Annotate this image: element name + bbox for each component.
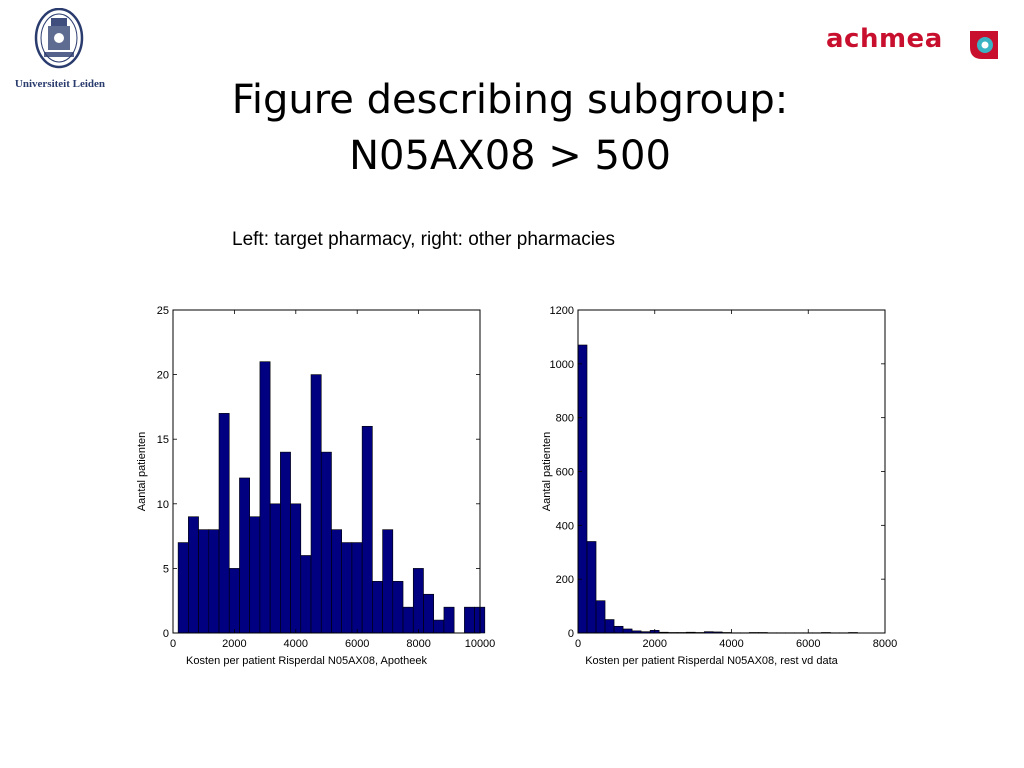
left-chart-bar [351, 542, 363, 634]
left-chart-bar [290, 503, 302, 634]
left-chart-bar [392, 581, 404, 634]
left-chart-bar [412, 568, 424, 634]
left-chart-bar [208, 529, 220, 634]
left-chart-bar [218, 413, 230, 634]
right-chart-x-tick-label: 4000 [719, 638, 743, 650]
achmea-logo-text: achmea [826, 24, 943, 54]
right-chart-x-tick-label: 2000 [643, 638, 667, 650]
left-chart-y-tick-label: 20 [157, 370, 169, 382]
right-chart-x-tick-label: 8000 [873, 638, 897, 650]
right-chart-bar [586, 541, 597, 634]
histogram-target-pharmacy: 0 2000 4000 6000 8000 10000 0 5 10 15 20 25 Kosten p… [136, 305, 496, 667]
left-chart-bar [300, 555, 312, 634]
slide-title-line-1: Figure describing subgroup: [231, 77, 789, 123]
left-chart-bar [249, 516, 261, 634]
right-chart-axes-box [577, 309, 886, 634]
left-chart-bar [443, 606, 455, 634]
right-chart-y-tick-label: 1000 [550, 359, 574, 371]
right-chart-y-tick-label: 0 [568, 628, 574, 640]
right-chart-y-tick-label: 400 [556, 520, 574, 532]
left-chart-bar [198, 529, 210, 634]
left-chart-y-tick-label: 25 [157, 305, 169, 317]
chart-caption: Left: target pharmacy, right: other phar… [232, 229, 615, 250]
right-chart-y-tick-label: 600 [556, 467, 574, 479]
leiden-logo-text: Universiteit Leiden [14, 78, 106, 90]
left-chart-x-tick-label: 6000 [345, 638, 369, 650]
left-chart-bar [320, 451, 332, 634]
histogram-other-pharmacies: 0 2000 4000 6000 8000 0 200 400 600 800 1000 1200 Ko… [541, 305, 897, 667]
left-chart-y-tick-label: 0 [163, 628, 169, 640]
left-chart-y-tick-label: 10 [157, 499, 169, 511]
left-chart-bar [341, 542, 353, 634]
right-chart-x-tick-label: 6000 [796, 638, 820, 650]
left-chart-x-tick-label: 0 [170, 638, 176, 650]
left-chart-x-tick-label: 8000 [406, 638, 430, 650]
right-chart-bar [577, 344, 588, 634]
left-chart-bar [402, 606, 414, 634]
left-chart-axes-box [172, 309, 481, 634]
universiteit-leiden-logo: Universiteit Leiden [8, 8, 108, 92]
left-chart-bar [423, 593, 435, 634]
achmea-mark-icon [970, 31, 998, 59]
right-chart-bar [613, 625, 624, 634]
leiden-seal-icon [34, 8, 84, 69]
left-chart-bar [259, 361, 271, 634]
left-chart-x-tick-label: 10000 [465, 638, 496, 650]
left-chart-bar [188, 516, 199, 634]
left-chart-bar [280, 451, 291, 634]
right-chart-x-tick-label: 0 [575, 638, 581, 650]
left-chart-bar [433, 619, 445, 634]
right-chart-x-axis-label: Kosten per patient Risperdal N05AX08, re… [585, 655, 838, 667]
right-chart-bar [595, 600, 606, 634]
left-chart-y-tick-label: 15 [157, 434, 169, 446]
left-chart-bar [382, 529, 394, 634]
right-chart-y-tick-label: 1200 [550, 305, 574, 317]
right-chart-y-axis-label: Aantal patienten [541, 432, 553, 512]
left-chart-bar [372, 581, 383, 634]
left-chart-bar [361, 425, 373, 634]
left-chart-bar [239, 477, 250, 634]
left-chart-bar [310, 374, 322, 634]
slide-title: Figure describing subgroup: N05AX08 > 50… [170, 72, 850, 184]
left-chart-y-axis-label: Aantal patienten [136, 432, 148, 512]
left-chart-bar [331, 529, 342, 634]
left-chart-x-tick-label: 2000 [222, 638, 246, 650]
right-chart-y-tick-label: 800 [556, 413, 574, 425]
left-chart-bar [269, 503, 281, 634]
right-chart-bar [604, 619, 615, 634]
left-chart-y-tick-label: 5 [163, 563, 169, 575]
left-chart-x-axis-label: Kosten per patient Risperdal N05AX08, Ap… [186, 655, 427, 667]
right-chart-bar [622, 628, 633, 634]
right-chart-y-tick-label: 200 [556, 574, 574, 586]
achmea-logo: achmea [822, 24, 1002, 66]
left-chart-bar [464, 606, 475, 634]
left-chart-bar [228, 568, 240, 634]
slide-title-line-2: N05AX08 > 500 [349, 133, 671, 179]
left-chart-bar [177, 542, 189, 634]
left-chart-x-tick-label: 4000 [284, 638, 308, 650]
